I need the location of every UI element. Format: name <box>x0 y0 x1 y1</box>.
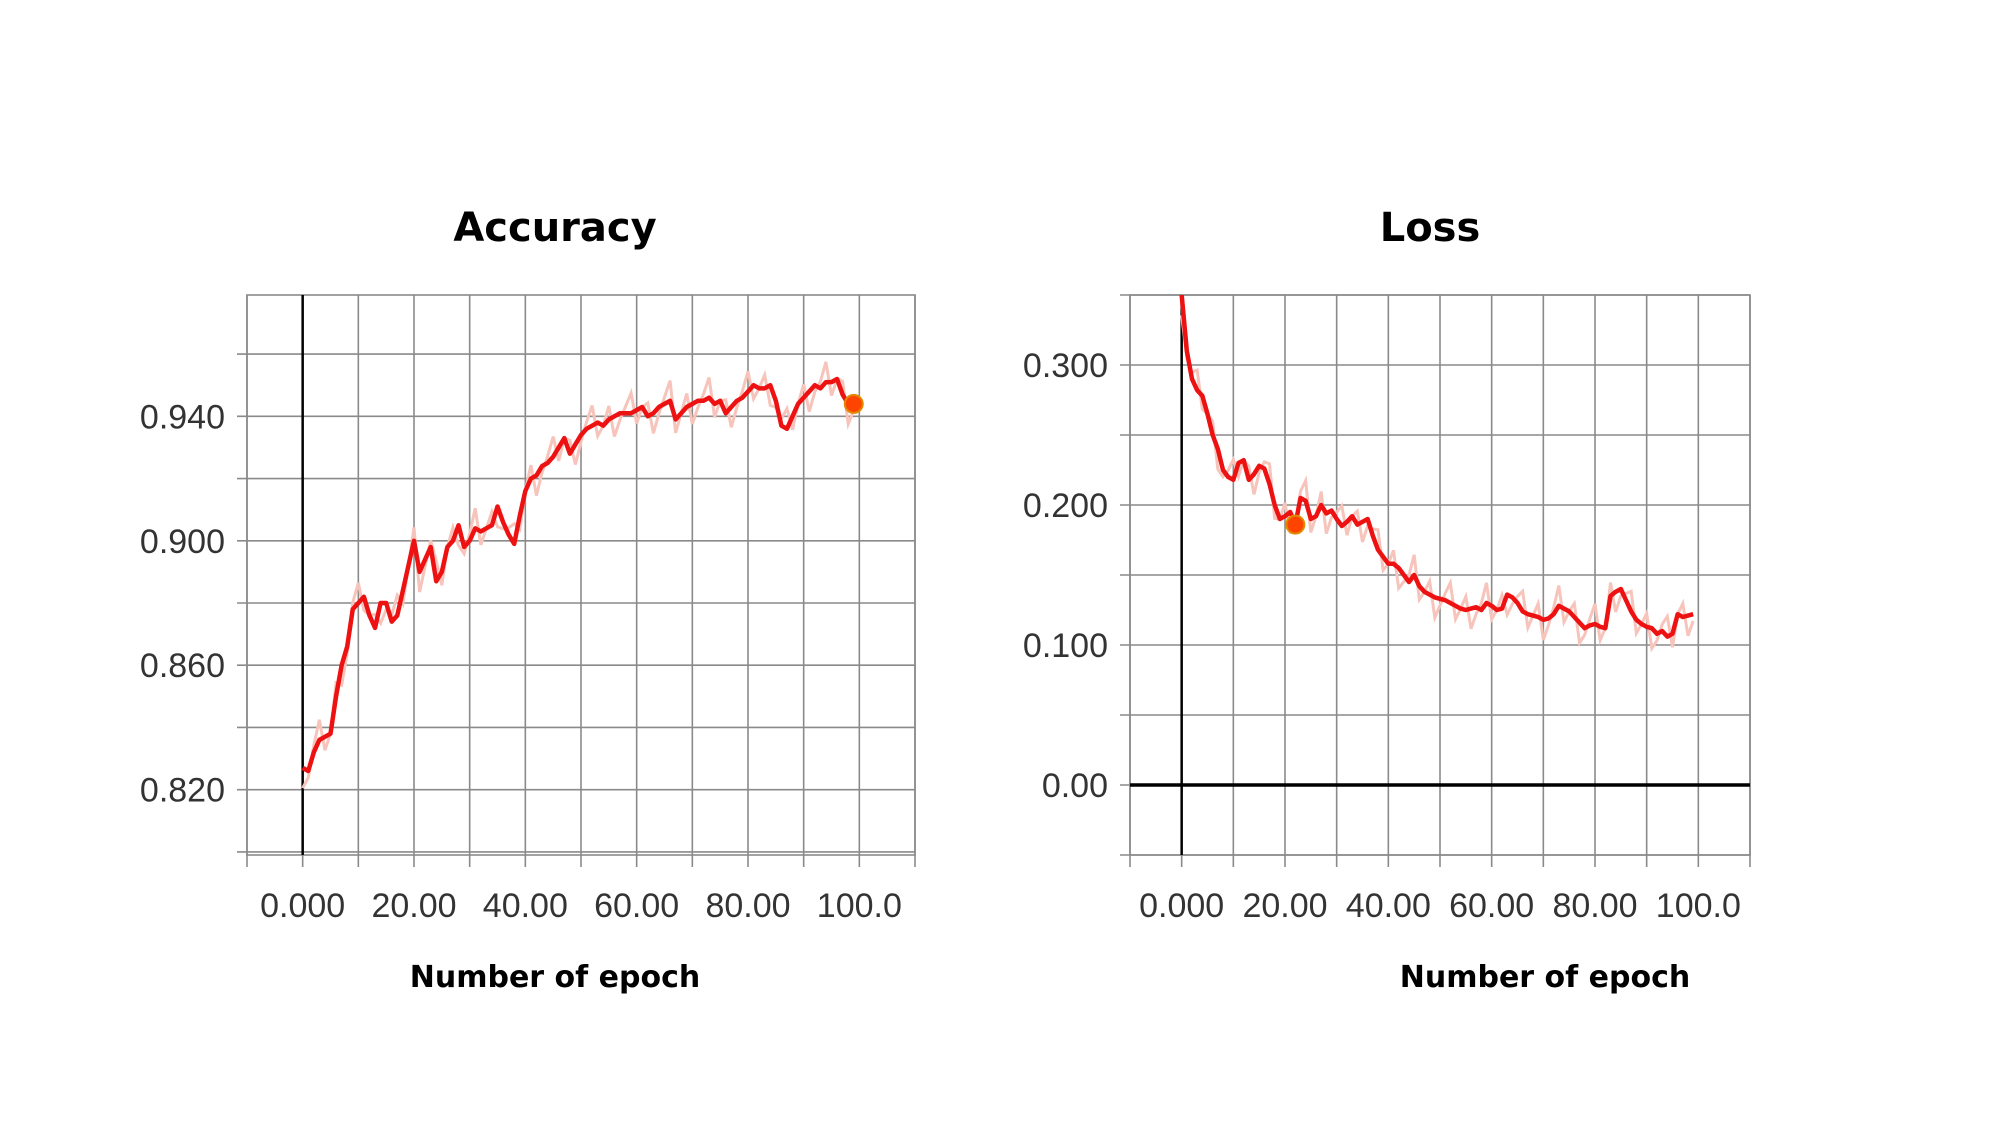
loss-series-line <box>1179 295 1694 639</box>
accuracy-x-tick-label: 20.00 <box>371 887 456 925</box>
loss-x-tick-label: 80.00 <box>1552 887 1637 925</box>
loss-y-tick-label: 0.100 <box>1023 627 1108 665</box>
loss-plot-frame <box>1129 294 1751 856</box>
accuracy-x-axis-label: Number of epoch <box>409 960 701 995</box>
loss-y-tick-label: 0.200 <box>1023 487 1108 525</box>
loss-x-axis-label: Number of epoch <box>1399 960 1691 995</box>
accuracy-series-line <box>301 376 854 774</box>
loss-grid <box>1120 294 1751 867</box>
accuracy-x-tick-label: 60.00 <box>594 887 679 925</box>
loss-x-tick-label: 40.00 <box>1346 887 1431 925</box>
loss-x-tick-label: 100.0 <box>1656 887 1741 925</box>
accuracy-y-tick-label: 0.820 <box>140 772 225 810</box>
loss-x-tick-label: 0.000 <box>1139 887 1224 925</box>
loss-highlight-point <box>1285 514 1306 535</box>
accuracy-y-tick-label: 0.900 <box>140 523 225 561</box>
loss-y-tick-label: 0.300 <box>1023 347 1108 385</box>
accuracy-x-tick-label: 40.00 <box>483 887 568 925</box>
loss-x-tick-label: 20.00 <box>1242 887 1327 925</box>
accuracy-x-tick-label: 0.000 <box>260 887 345 925</box>
accuracy-x-tick-label: 80.00 <box>705 887 790 925</box>
accuracy-raw-series-line <box>301 361 856 789</box>
accuracy-chart-title: Accuracy <box>453 205 657 251</box>
loss-x-tick-label: 60.00 <box>1449 887 1534 925</box>
accuracy-y-tick-label: 0.860 <box>140 647 225 685</box>
accuracy-x-tick-label: 100.0 <box>817 887 902 925</box>
loss-chart-title: Loss <box>1379 205 1481 251</box>
accuracy-highlight-point <box>843 393 864 414</box>
accuracy-plot-frame <box>246 294 916 856</box>
accuracy-grid <box>237 295 916 867</box>
accuracy-y-tick-label: 0.940 <box>140 398 225 436</box>
loss-y-tick-label: 0.00 <box>1042 767 1108 805</box>
